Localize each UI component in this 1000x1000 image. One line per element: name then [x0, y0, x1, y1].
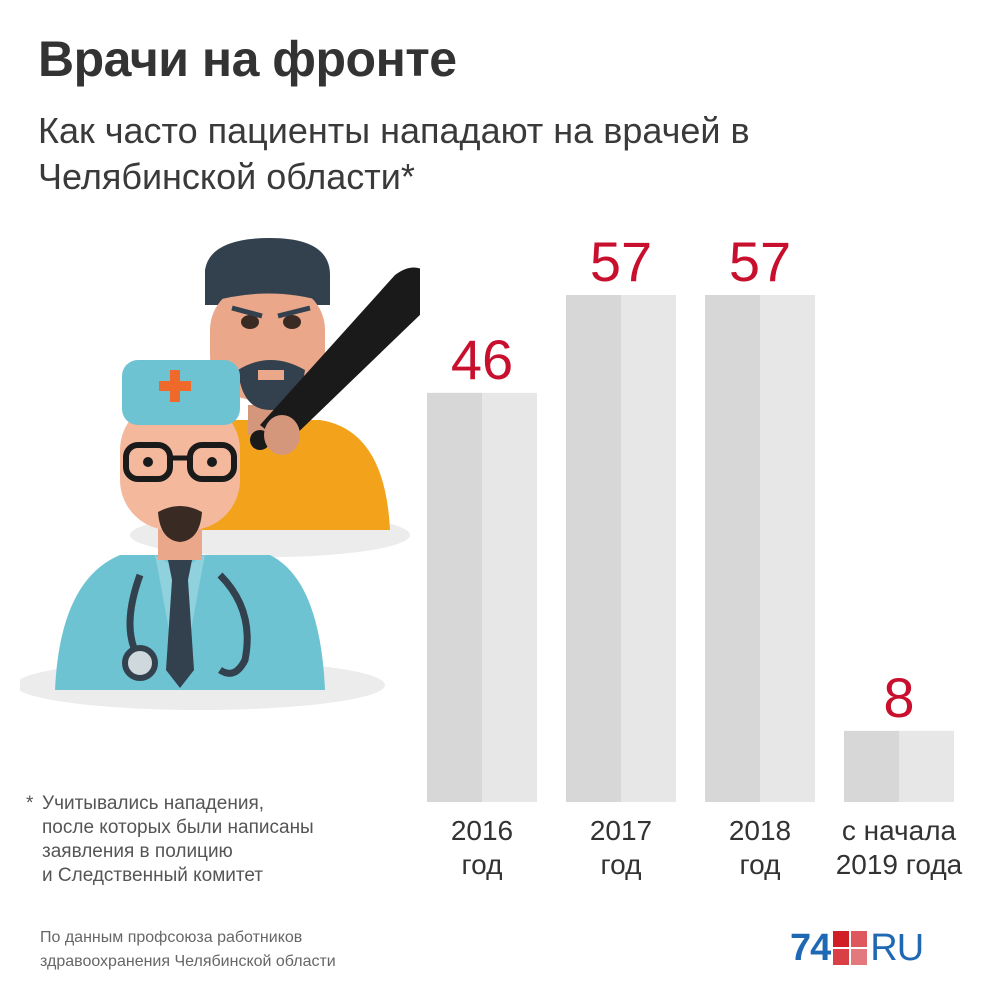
footnote-line: заявления в полицию	[42, 841, 233, 862]
category-label: 2019 года	[836, 849, 963, 880]
bar-highlight	[482, 392, 537, 802]
source-line: По данным профсоюза работников	[40, 929, 303, 946]
logo-suffix: RU	[870, 926, 924, 969]
footnote-asterisk: *	[26, 793, 34, 814]
bar	[427, 392, 482, 802]
data-label: 57	[590, 230, 652, 293]
data-label: 8	[883, 666, 914, 729]
footnote-line: после которых были написаны	[42, 817, 314, 838]
category-label: год	[740, 849, 781, 880]
category-label: 2018	[729, 815, 791, 846]
site-logo[interactable]: 74 RU	[790, 926, 924, 969]
footnote-line: Учитывались нападения,	[42, 793, 265, 814]
doctor-icon	[20, 360, 385, 710]
bar-highlight	[760, 295, 815, 802]
page-subtitle: Как часто пациенты нападают на врачей в …	[38, 110, 750, 197]
bar-highlight	[899, 730, 954, 802]
bar-highlight	[621, 295, 676, 802]
footnote-line: и Следственный комитет	[42, 865, 264, 886]
category-label: год	[462, 849, 503, 880]
logo-number: 74	[790, 926, 831, 969]
page-title: Врачи на фронте	[38, 31, 457, 87]
footnote: * Учитывались нападения, после которых б…	[26, 792, 386, 888]
data-label: 46	[451, 328, 513, 391]
category-label: 2016	[451, 815, 513, 846]
bar	[566, 295, 621, 802]
illustration	[20, 238, 420, 710]
source-note: По данным профсоюза работников здравоохр…	[40, 926, 460, 974]
bar	[844, 730, 899, 802]
category-label: с начала	[842, 815, 957, 846]
logo-squares-icon	[833, 931, 868, 965]
bar	[705, 295, 760, 802]
category-label: год	[601, 849, 642, 880]
source-line: здравоохранения Челябинской области	[40, 953, 336, 970]
data-label: 57	[729, 230, 791, 293]
baseball-bat-icon	[250, 267, 420, 455]
category-label: 2017	[590, 815, 652, 846]
